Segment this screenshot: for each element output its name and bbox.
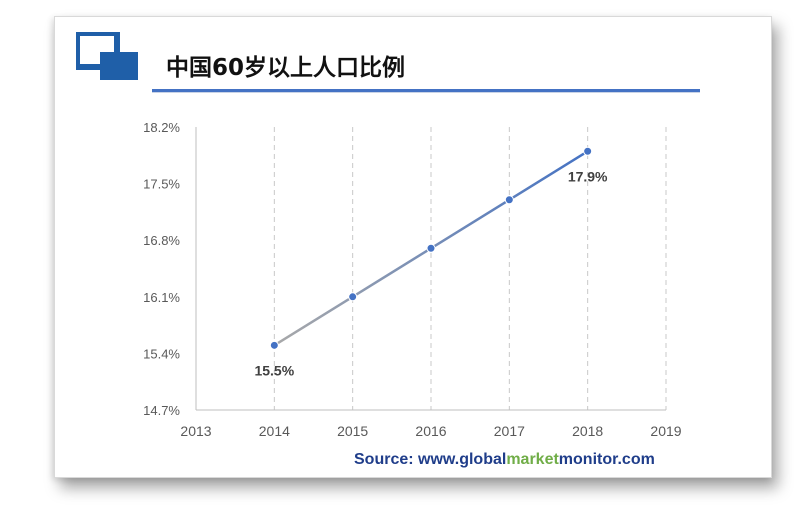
data-point (426, 243, 436, 253)
logo-icon (76, 32, 138, 80)
source-prefix: Source: www. (354, 451, 460, 468)
chart-title: 中国60岁以上人口比例 (166, 55, 406, 81)
x-tick-label: 2014 (259, 423, 290, 439)
y-tick-label: 16.8% (143, 233, 180, 248)
source-note: Source: www.globalmarketmonitor.com (354, 451, 655, 469)
x-tick-label: 2018 (572, 423, 603, 439)
data-point (583, 146, 593, 156)
y-tick-label: 16.1% (143, 290, 180, 305)
x-tick-label: 2015 (337, 423, 368, 439)
x-tick-label: 2019 (650, 423, 681, 439)
x-tick-label: 2017 (494, 423, 525, 439)
y-tick-label: 17.5% (143, 177, 180, 192)
data-label: 15.5% (254, 362, 294, 378)
source-part-market: market (506, 451, 559, 468)
source-suffix: .com (617, 451, 655, 468)
title-underline (152, 89, 700, 92)
x-tick-label: 2016 (415, 423, 446, 439)
source-part-global: global (459, 451, 507, 468)
y-tick-label: 15.4% (143, 346, 180, 361)
y-tick-label: 18.2% (143, 120, 180, 135)
x-tick-label: 2013 (180, 423, 211, 439)
chart-card (54, 16, 772, 478)
data-point (348, 292, 358, 302)
data-point (504, 195, 514, 205)
title-underline-shadow (152, 92, 700, 93)
data-point (269, 340, 279, 350)
y-tick-label: 14.7% (143, 403, 180, 418)
source-part-monitor: monitor (558, 451, 618, 468)
data-label: 17.9% (568, 168, 608, 184)
